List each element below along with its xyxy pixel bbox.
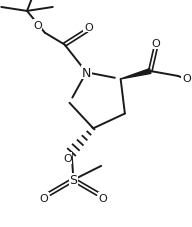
Text: O: O — [152, 39, 161, 49]
Text: O: O — [39, 193, 48, 203]
Text: N: N — [82, 67, 91, 79]
Text: O: O — [182, 74, 191, 84]
Polygon shape — [121, 69, 151, 79]
Text: O: O — [63, 153, 72, 163]
Text: O: O — [99, 193, 108, 203]
Text: O: O — [84, 23, 93, 33]
Text: O: O — [33, 21, 42, 31]
Text: S: S — [70, 173, 78, 186]
